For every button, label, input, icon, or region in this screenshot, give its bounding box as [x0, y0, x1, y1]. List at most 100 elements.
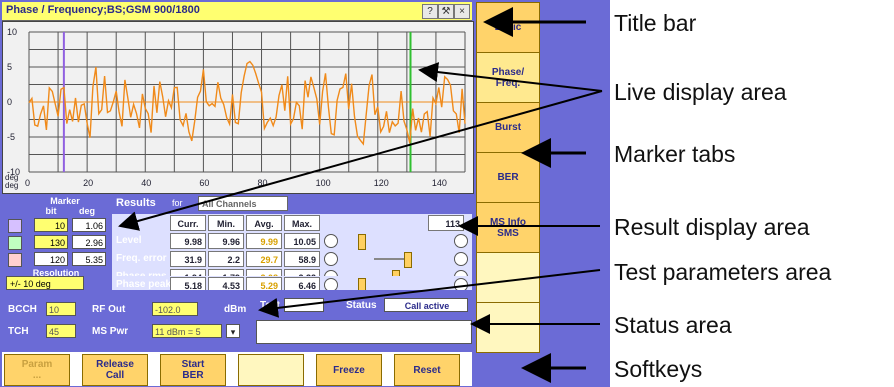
marker-title: Marker: [50, 196, 80, 206]
row-label: Freq. error: [116, 253, 167, 264]
row-label: Level: [116, 235, 142, 246]
results-title: Results: [116, 197, 156, 209]
limit-slider-track: [374, 258, 404, 260]
y-tick-label: -10: [7, 167, 20, 177]
bcch-label: BCCH: [8, 304, 37, 315]
y-tick-label: 0: [7, 97, 12, 107]
value-avg: 29.7: [246, 251, 282, 267]
marker-tabs: Basic Phase/ Freq. Burst BER MS Info SMS: [474, 2, 609, 353]
header-min: Min.: [208, 215, 244, 231]
marker2-bit[interactable]: 130: [34, 235, 68, 249]
instrument-screen: Phase / Frequency;BS;GSM 900/1800 ? ⚒ × …: [0, 0, 610, 387]
results-header-row: Curr. Min. Avg. Max. 113: [112, 214, 472, 232]
header-max: Max.: [284, 215, 320, 231]
marker-col-bit: bit: [45, 206, 57, 216]
status-area: [256, 320, 472, 344]
test-label: Test: [260, 300, 280, 311]
x-tick-label: 0: [25, 178, 30, 188]
tab-empty-1[interactable]: [476, 252, 540, 303]
release-call-softkey[interactable]: Release Call: [82, 354, 148, 386]
tab-phase-freq[interactable]: Phase/ Freq.: [476, 52, 540, 103]
tab-empty-2[interactable]: [476, 302, 540, 353]
window-title: Phase / Frequency;BS;GSM 900/1800: [6, 4, 200, 16]
start-ber-softkey[interactable]: Start BER: [160, 354, 226, 386]
marker-panel: Marker bit deg 10 1.06 130 2.96 120 5.35…: [2, 194, 110, 290]
table-row: Level 9.98 9.96 9.99 10.05: [112, 232, 472, 250]
softkeys-bar: Param ... Release Call Start BER Freeze …: [2, 352, 472, 386]
limit-toggle-right[interactable]: [454, 234, 468, 248]
status-label: Status: [346, 300, 377, 311]
annotation-live-display: Live display area: [614, 79, 787, 105]
title-bar: Phase / Frequency;BS;GSM 900/1800 ? ⚒ ×: [2, 2, 472, 21]
phase-trace: [28, 60, 466, 146]
marker1-deg: 1.06: [72, 218, 106, 232]
annotation-title-bar: Title bar: [614, 10, 697, 36]
value-max: 58.9: [284, 251, 320, 267]
table-row: Freq. error 31.9 2.2 29.7 58.9: [112, 250, 472, 268]
limit-slider[interactable]: [358, 234, 366, 250]
empty-softkey[interactable]: [238, 354, 304, 386]
value-curr: 31.9: [170, 251, 206, 267]
marker3-deg: 5.35: [72, 252, 106, 266]
marker1-icon: [8, 219, 22, 233]
marker2-icon: [8, 236, 22, 250]
limit-slider[interactable]: [404, 252, 412, 268]
marker-col-deg: deg: [78, 206, 95, 216]
resolution-select[interactable]: +/- 10 deg: [6, 276, 84, 290]
marker1-bit[interactable]: 10: [34, 218, 68, 232]
limit-toggle-right[interactable]: [454, 252, 468, 266]
rfout-label: RF Out: [92, 304, 126, 315]
y-tick-label: -5: [7, 132, 15, 142]
value-curr: 9.98: [170, 233, 206, 249]
value-max: 10.05: [284, 233, 320, 249]
results-header: Results for All Channels: [112, 194, 472, 214]
header-avg: Avg.: [246, 215, 282, 231]
live-display-area: 10 5 0 -5 -10 deg deg 0 20 40 60 80 100 120 140: [2, 21, 474, 194]
status-value: Call active: [384, 298, 468, 312]
annotation-marker-tabs: Marker tabs: [614, 141, 736, 167]
param-softkey[interactable]: Param ...: [4, 354, 70, 386]
y-unit-label: deg: [5, 173, 18, 182]
mspwr-label: MS Pwr: [92, 326, 129, 337]
tab-ms-info[interactable]: MS Info SMS: [476, 202, 540, 253]
row-label: Phase peak: [116, 279, 172, 290]
resolution-label: Resolution: [32, 268, 80, 278]
results-count: 113: [428, 215, 464, 231]
x-tick-label: 100: [316, 178, 331, 188]
bcch-input[interactable]: 10: [46, 302, 76, 316]
results-channel-select[interactable]: All Channels: [198, 196, 288, 211]
marker2-deg: 2.96: [72, 235, 106, 249]
rfout-unit: dBm: [224, 304, 247, 315]
reset-softkey[interactable]: Reset: [394, 354, 460, 386]
help-button[interactable]: ?: [422, 4, 438, 19]
rfout-input[interactable]: -102.0: [152, 302, 198, 316]
y-unit-label: deg: [5, 181, 18, 190]
tch-input[interactable]: 45: [46, 324, 76, 338]
mspwr-select[interactable]: 11 dBm = 5: [152, 324, 222, 338]
value-avg: 9.99: [246, 233, 282, 249]
tab-burst[interactable]: Burst: [476, 102, 540, 153]
tab-ber[interactable]: BER: [476, 152, 540, 203]
close-button[interactable]: ×: [454, 4, 470, 19]
tab-basic[interactable]: Basic: [476, 2, 540, 53]
chevron-down-icon[interactable]: ▾: [226, 324, 240, 338]
x-tick-label: 60: [199, 178, 209, 188]
value-min: 2.2: [208, 251, 244, 267]
delta-marker-icon: [8, 253, 22, 267]
test-input[interactable]: [284, 298, 324, 312]
y-tick-label: 5: [7, 62, 12, 72]
tools-button[interactable]: ⚒: [438, 4, 454, 19]
marker3-bit[interactable]: 120: [34, 252, 68, 266]
x-tick-label: 80: [258, 178, 268, 188]
x-tick-label: 20: [83, 178, 93, 188]
x-tick-label: 140: [432, 178, 447, 188]
annotation-status-area: Status area: [614, 312, 732, 338]
freeze-softkey[interactable]: Freeze: [316, 354, 382, 386]
limit-toggle-left[interactable]: [324, 234, 338, 248]
annotation-test-parameters: Test parameters area: [614, 259, 832, 285]
x-tick-label: 120: [374, 178, 389, 188]
limit-toggle-left[interactable]: [324, 252, 338, 266]
header-curr: Curr.: [170, 215, 206, 231]
tch-label: TCH: [8, 326, 29, 337]
